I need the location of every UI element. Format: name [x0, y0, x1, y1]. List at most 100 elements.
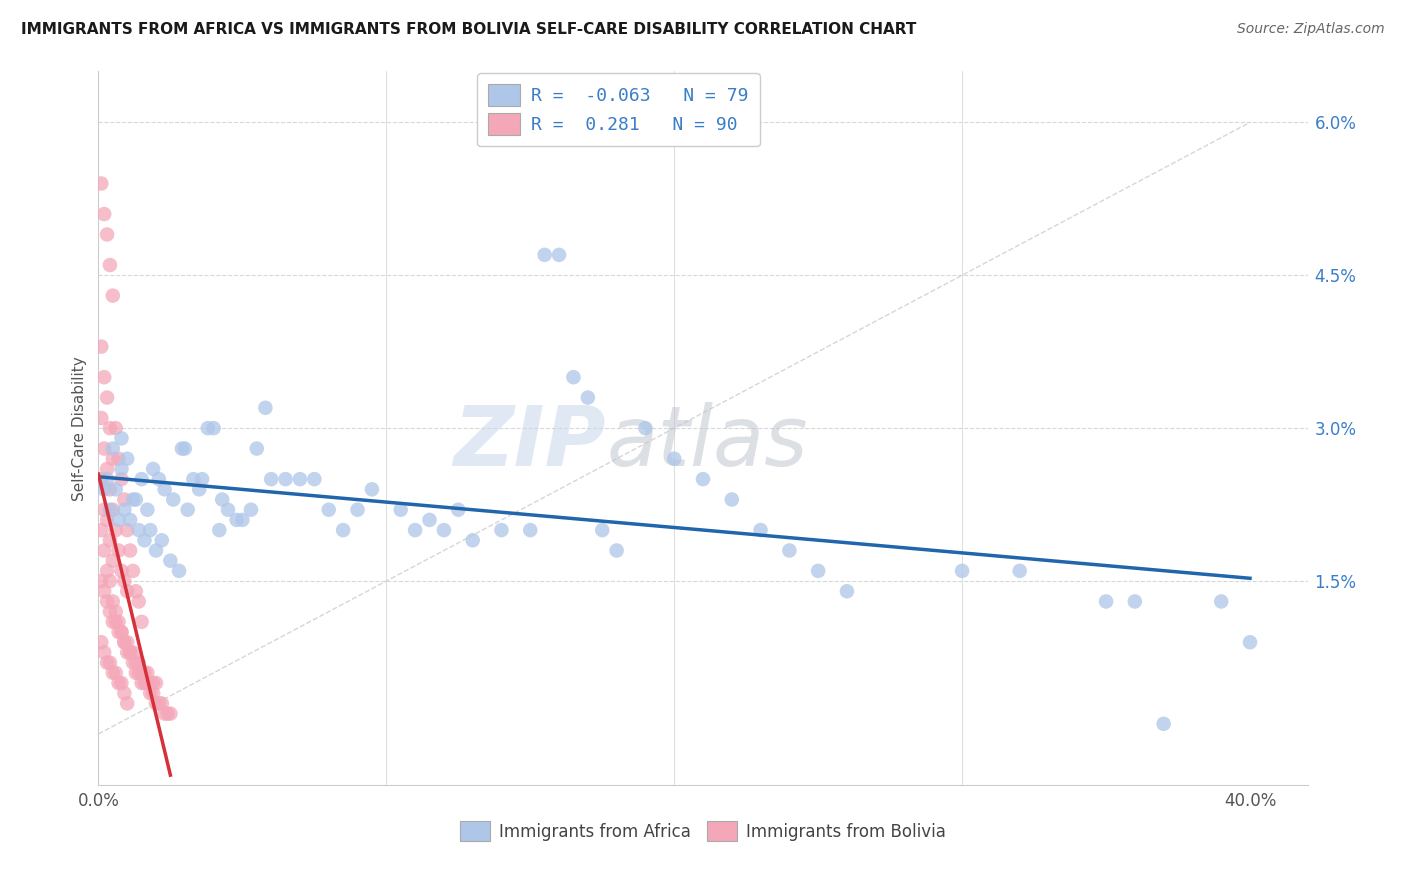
Text: atlas: atlas [606, 402, 808, 483]
Point [260, 472, 283, 486]
Point [217, 502, 239, 516]
Point [142, 686, 165, 700]
Point [139, 523, 162, 537]
Point [150, 697, 173, 711]
Point [562, 370, 585, 384]
Point [461, 533, 484, 548]
Point [93, 442, 115, 456]
Point [125, 656, 148, 670]
Point [131, 472, 153, 486]
Point [1123, 594, 1146, 608]
Point [389, 502, 412, 516]
Point [98, 258, 121, 272]
Point [361, 483, 384, 497]
Point [110, 472, 132, 486]
Point [96, 594, 118, 608]
Point [101, 615, 124, 629]
Point [346, 502, 368, 516]
Point [101, 665, 124, 680]
Point [96, 564, 118, 578]
Point [1211, 594, 1233, 608]
Point [98, 421, 121, 435]
Point [107, 543, 129, 558]
Point [170, 442, 193, 456]
Point [101, 451, 124, 466]
Point [115, 697, 138, 711]
Point [145, 676, 167, 690]
Point [112, 492, 135, 507]
Point [148, 697, 170, 711]
Point [519, 523, 541, 537]
Point [231, 513, 253, 527]
Point [606, 543, 628, 558]
Point [591, 523, 613, 537]
Point [98, 656, 121, 670]
Point [211, 492, 233, 507]
Point [112, 502, 135, 516]
Point [418, 513, 440, 527]
Point [90, 411, 112, 425]
Point [112, 574, 135, 588]
Point [173, 442, 195, 456]
Point [90, 340, 112, 354]
Point [447, 502, 470, 516]
Point [101, 594, 124, 608]
Point [101, 502, 124, 516]
Point [240, 502, 263, 516]
Point [153, 483, 176, 497]
Point [101, 554, 124, 568]
Point [93, 502, 115, 516]
Point [145, 543, 167, 558]
Point [93, 584, 115, 599]
Point [128, 656, 150, 670]
Point [202, 421, 225, 435]
Point [153, 706, 176, 721]
Point [110, 625, 132, 640]
Point [96, 513, 118, 527]
Point [142, 462, 165, 476]
Point [93, 543, 115, 558]
Point [90, 472, 112, 486]
Point [107, 625, 129, 640]
Point [318, 502, 340, 516]
Point [1095, 594, 1118, 608]
Text: Source: ZipAtlas.com: Source: ZipAtlas.com [1237, 22, 1385, 37]
Point [139, 686, 162, 700]
Point [115, 451, 138, 466]
Point [98, 533, 121, 548]
Point [576, 391, 599, 405]
Point [110, 431, 132, 445]
Point [254, 401, 277, 415]
Point [548, 248, 571, 262]
Point [122, 656, 145, 670]
Point [835, 584, 858, 599]
Point [101, 442, 124, 456]
Point [183, 472, 205, 486]
Point [145, 697, 167, 711]
Point [156, 706, 179, 721]
Point [433, 523, 456, 537]
Point [778, 543, 800, 558]
Point [120, 513, 142, 527]
Point [533, 248, 555, 262]
Point [107, 676, 129, 690]
Point [125, 665, 148, 680]
Point [110, 564, 132, 578]
Legend: Immigrants from Africa, Immigrants from Bolivia: Immigrants from Africa, Immigrants from … [454, 814, 952, 848]
Point [131, 676, 153, 690]
Point [112, 686, 135, 700]
Point [110, 676, 132, 690]
Point [128, 523, 150, 537]
Point [125, 492, 148, 507]
Point [128, 665, 150, 680]
Point [96, 656, 118, 670]
Point [176, 502, 198, 516]
Point [122, 492, 145, 507]
Point [98, 574, 121, 588]
Point [134, 533, 156, 548]
Point [304, 472, 326, 486]
Point [107, 513, 129, 527]
Point [208, 523, 231, 537]
Point [134, 665, 156, 680]
Point [139, 676, 162, 690]
